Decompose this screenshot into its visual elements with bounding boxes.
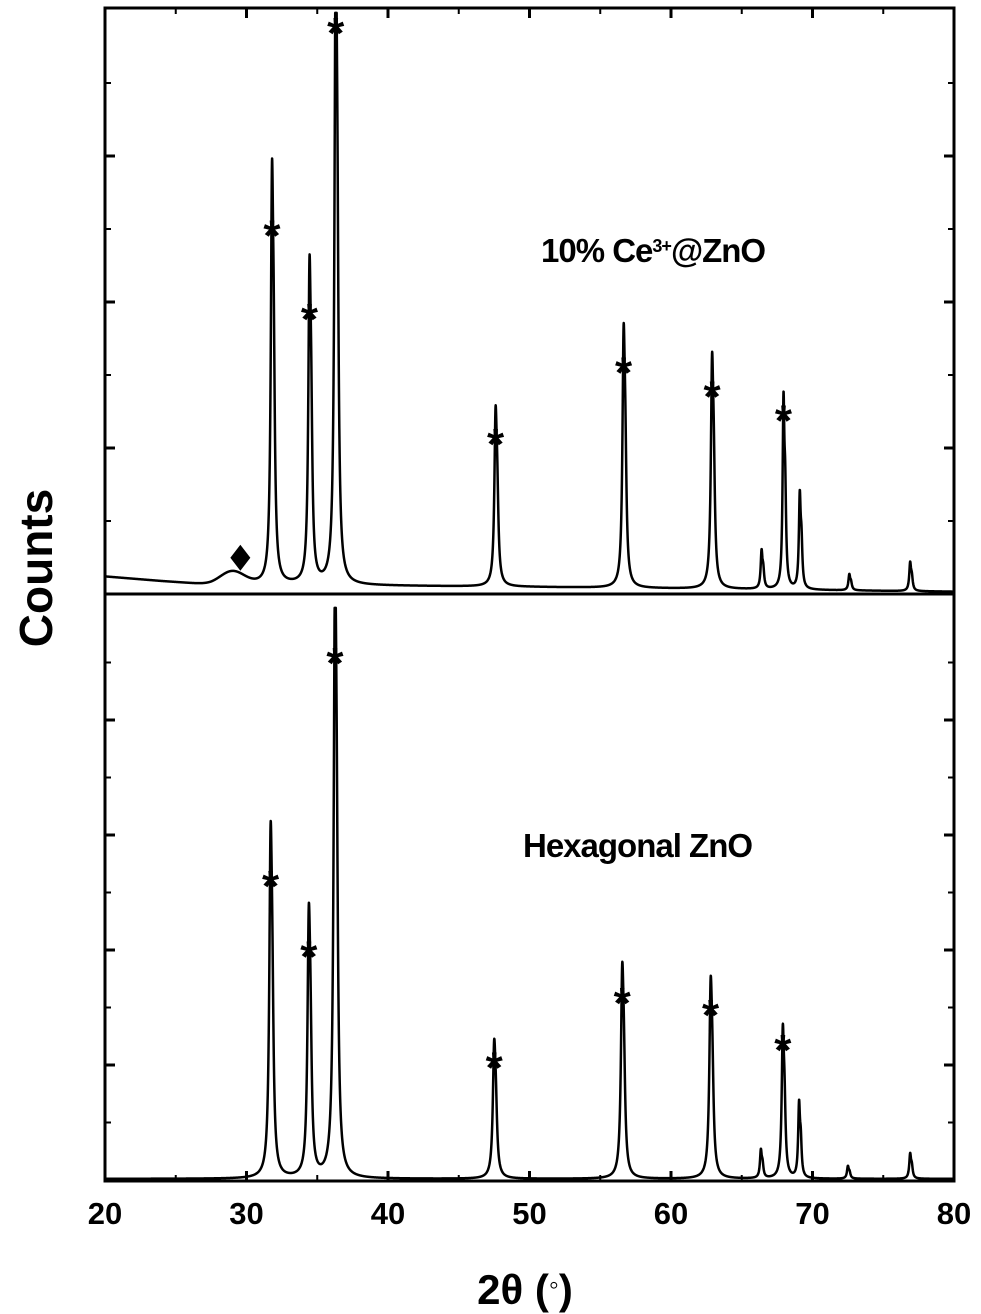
peak-star-marker: * xyxy=(301,295,319,344)
peak-star-marker: * xyxy=(703,372,721,421)
x-tick-label: 80 xyxy=(937,1196,971,1231)
x-tick-label: 70 xyxy=(795,1196,829,1231)
x-tick-label: 60 xyxy=(654,1196,688,1231)
peak-star-marker: * xyxy=(486,1044,504,1093)
peak-star-marker: * xyxy=(327,9,345,58)
axes-group: 20 30 40 50 60 70 80 xyxy=(88,6,971,1231)
x-tick-label: 20 xyxy=(88,1196,122,1231)
x-tick-label: 50 xyxy=(512,1196,546,1231)
peak-star-marker: * xyxy=(774,1026,792,1075)
peak-star-marker: * xyxy=(263,212,281,261)
series-line-ce-zno xyxy=(103,11,955,593)
panel-label-top: 10% Ce3+@ZnO xyxy=(541,232,765,269)
peak-star-marker: * xyxy=(614,979,632,1028)
peak-star-marker: * xyxy=(615,349,633,398)
peak-star-marker: * xyxy=(326,639,344,688)
curves-group xyxy=(103,11,955,1181)
peak-star-marker: * xyxy=(702,991,720,1040)
x-tick-label: 40 xyxy=(371,1196,405,1231)
impurity-diamond-marker xyxy=(230,544,251,571)
peak-star-marker: * xyxy=(775,396,793,445)
y-axis-title: Counts xyxy=(10,489,62,647)
peak-star-marker: * xyxy=(262,862,280,911)
series-line-hex-zno xyxy=(103,606,955,1181)
panel-label-bottom: Hexagonal ZnO xyxy=(523,827,752,864)
labels-group: 10% Ce3+@ZnO Hexagonal ZnO 2θ (◦) Counts xyxy=(10,232,766,1313)
x-tick-label: 30 xyxy=(229,1196,263,1231)
peak-star-marker: * xyxy=(300,932,318,981)
x-axis-title: 2θ (◦) xyxy=(477,1266,573,1313)
peak-star-marker: * xyxy=(487,420,505,469)
markers-group: * * * * * * * * * * * * * * xyxy=(230,9,793,1093)
